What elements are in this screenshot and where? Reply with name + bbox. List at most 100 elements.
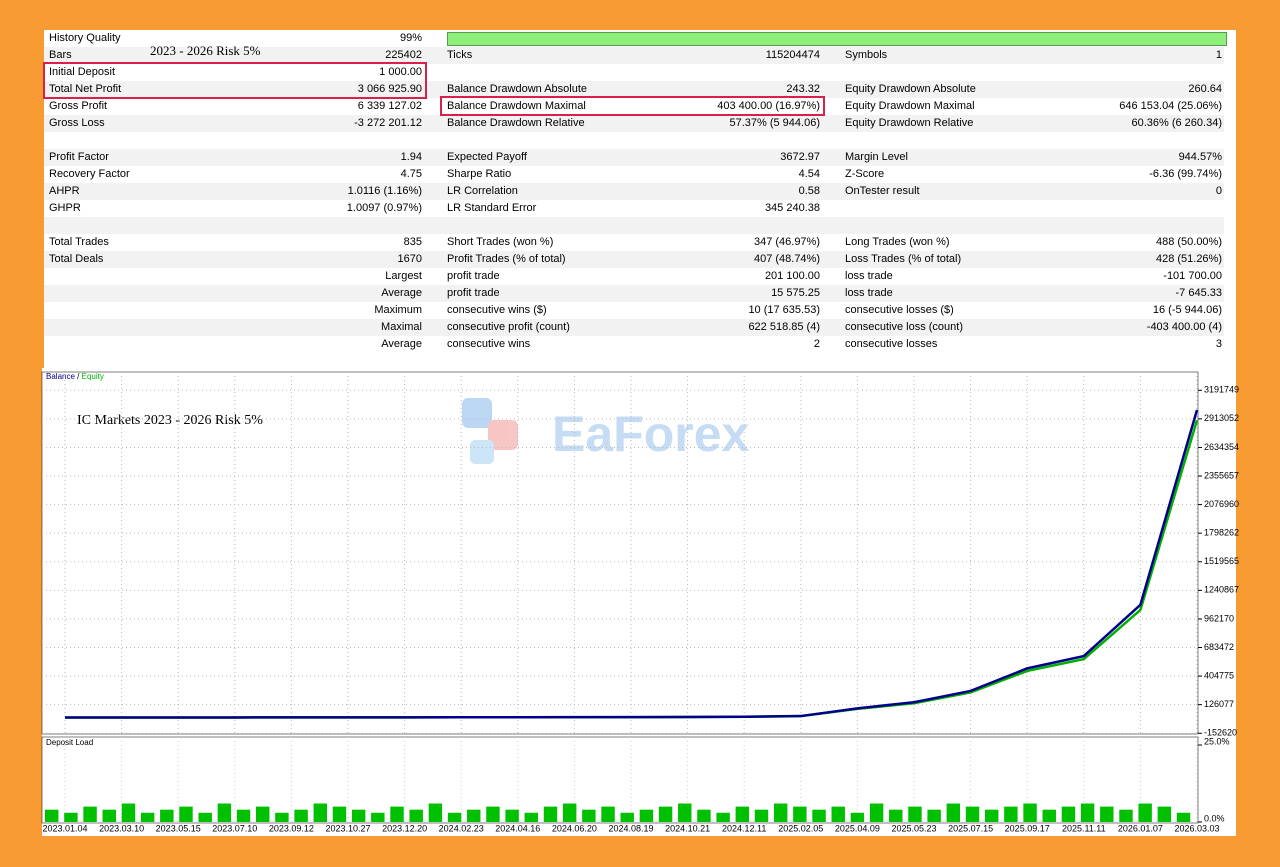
bar	[332, 806, 347, 822]
stat-value: -3 272 201.12	[354, 117, 422, 129]
stat-value: -6.36 (99.74%)	[1149, 168, 1222, 180]
stat-value: 10 (17 635.53)	[748, 304, 820, 316]
bar	[1023, 803, 1037, 822]
x-tick-label: 2025.02.05	[778, 823, 823, 833]
stat-value: 1	[1215, 49, 1222, 61]
bar	[83, 806, 97, 822]
stat-label: Gross Profit	[49, 100, 108, 112]
stat-label: GHPR	[49, 202, 81, 214]
stat-label: consecutive loss (count)	[845, 321, 963, 333]
stat-label: Z-Score	[845, 168, 885, 180]
stat-label: loss trade	[845, 270, 893, 282]
bar	[984, 809, 999, 822]
watermark: EaForex	[552, 406, 750, 462]
stat-value: 99%	[399, 32, 422, 44]
stat-label: Expected Payoff	[447, 151, 527, 163]
stat-value: 944.57%	[1178, 151, 1222, 163]
stat-value: -101 700.00	[1163, 270, 1222, 282]
bar	[927, 809, 941, 822]
stat-value: 3 066 925.90	[357, 83, 422, 95]
stat-label: Total Trades	[49, 236, 109, 248]
watermark-logo	[462, 398, 518, 464]
x-tick-label: 2023.12.20	[382, 823, 427, 833]
stat-label: Balance Drawdown Maximal	[447, 100, 586, 112]
bar	[102, 809, 116, 822]
bar	[160, 809, 174, 822]
y-tick-label: 25.0%	[1204, 736, 1230, 746]
bar	[1119, 809, 1133, 822]
bar	[1176, 812, 1191, 822]
bar	[371, 812, 385, 822]
bar	[236, 809, 251, 822]
stat-label: Initial Deposit	[49, 66, 116, 78]
x-tick-label: 2023.05.15	[156, 823, 201, 833]
x-tick-label: 2025.05.23	[891, 823, 936, 833]
bar	[428, 803, 443, 822]
stat-label: loss trade	[845, 287, 893, 299]
y-tick-label: 962170	[1204, 613, 1234, 623]
bar	[1100, 806, 1114, 822]
row-background	[44, 183, 1224, 200]
stat-value: 3	[1215, 338, 1222, 350]
stat-label: LR Correlation	[447, 185, 518, 197]
bar	[294, 809, 308, 822]
x-tick-label: 2024.06.20	[552, 823, 597, 833]
report: History Quality 99% Bars 225402 Ticks 1152044…	[44, 30, 1236, 368]
y-tick-label: 1240867	[1204, 585, 1239, 595]
bar	[1080, 803, 1095, 822]
bar	[946, 803, 961, 822]
x-tick-label: 2023.07.10	[212, 823, 257, 833]
stat-label: Total Deals	[49, 253, 104, 265]
bar	[1004, 806, 1018, 822]
y-tick-label: 2355657	[1204, 470, 1239, 480]
stat-value: 1.0116 (1.16%)	[347, 185, 422, 197]
stat-label: Total Net Profit	[49, 83, 122, 95]
report-annotation: 2023 - 2026 Risk 5%	[150, 43, 261, 58]
bar	[45, 809, 59, 822]
row-background	[44, 47, 1224, 64]
y-tick-label: 404775	[1204, 670, 1234, 680]
bar	[773, 803, 788, 822]
stat-value: -7 645.33	[1175, 287, 1222, 299]
stat-label: AHPR	[49, 185, 80, 197]
stat-value: 1.94	[400, 151, 422, 163]
stat-value: 60.36% (6 260.34)	[1131, 117, 1222, 129]
stat-value: Largest	[385, 270, 422, 282]
stat-value: 57.37% (5 944.06)	[729, 117, 820, 129]
stat-label: profit trade	[447, 270, 500, 282]
stat-value: Average	[381, 287, 422, 299]
stat-label: Ticks	[447, 49, 473, 61]
bar	[889, 809, 903, 822]
stat-label: Sharpe Ratio	[447, 168, 512, 180]
bar	[754, 809, 769, 822]
y-tick-label: 683472	[1204, 642, 1234, 652]
x-tick-label: 2023.10.27	[325, 823, 370, 833]
legend-item: Balance	[46, 372, 75, 381]
bar	[409, 809, 423, 822]
stat-label: Equity Drawdown Absolute	[845, 83, 976, 95]
stat-label: Long Trades (won %)	[845, 236, 950, 248]
y-tick-label: 3191749	[1204, 385, 1239, 395]
x-tick-label: 2025.09.17	[1005, 823, 1050, 833]
load-frame	[41, 736, 1199, 824]
highlight-box	[43, 62, 427, 99]
stat-label: consecutive losses ($)	[845, 304, 954, 316]
stat-value: 0	[1215, 185, 1222, 197]
chart-title: Deposit Load	[46, 738, 93, 747]
stat-value: 403 400.00 (16.97%)	[717, 100, 820, 112]
bar	[467, 809, 481, 822]
bar	[447, 812, 462, 822]
legend-separator: /	[77, 372, 80, 381]
stat-label: profit trade	[447, 287, 500, 299]
bar	[1061, 806, 1076, 822]
stat-label: Loss Trades (% of total)	[845, 253, 962, 265]
stat-value: 243.32	[786, 83, 820, 95]
row-background	[44, 149, 1224, 166]
stat-value: Average	[381, 338, 422, 350]
stat-value: Maximal	[381, 321, 422, 333]
bar	[64, 812, 78, 822]
stat-value: 428 (51.26%)	[1155, 253, 1222, 265]
bar	[275, 812, 289, 822]
bar	[582, 809, 596, 822]
bar	[140, 812, 155, 822]
